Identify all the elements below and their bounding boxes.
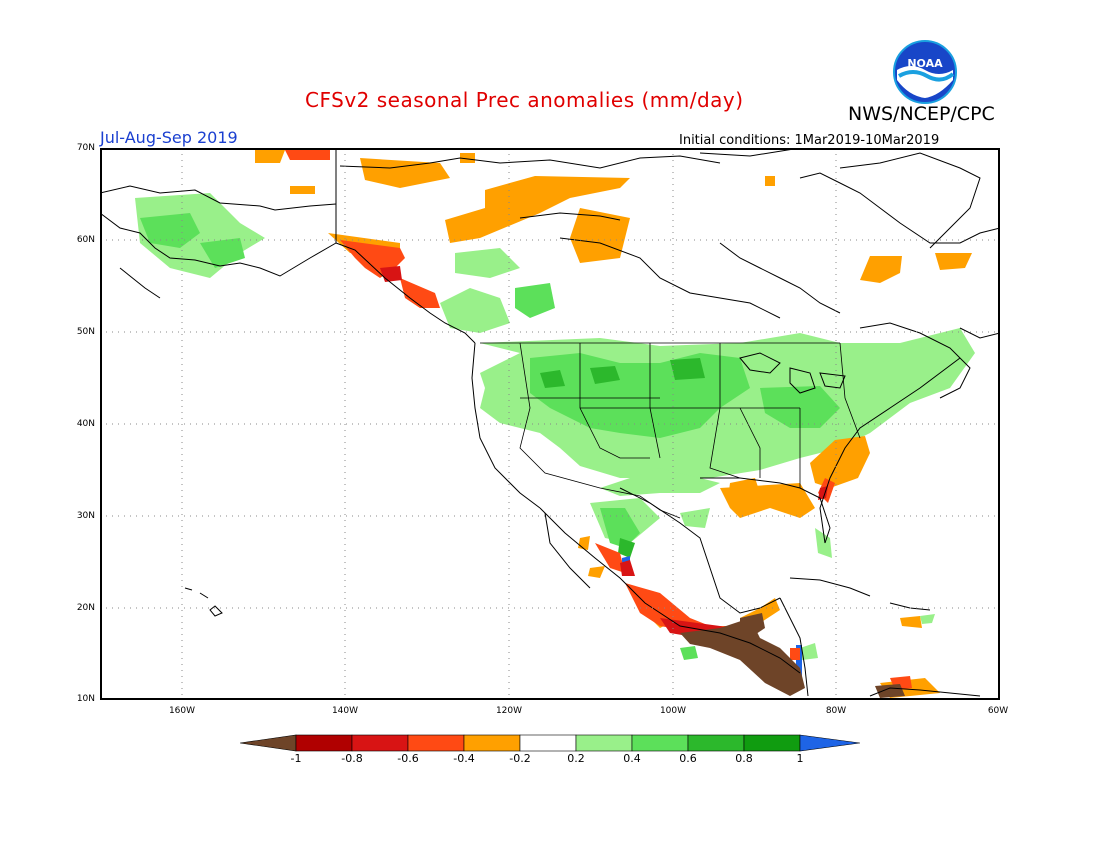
lat-label-20n: 20N bbox=[76, 603, 95, 613]
coastlines bbox=[100, 148, 1000, 697]
colorbar-bin-2 bbox=[351, 734, 409, 752]
lon-label-160w: 160W bbox=[168, 706, 196, 716]
lat-label-10n: 10N bbox=[76, 694, 95, 704]
colorbar bbox=[240, 734, 860, 752]
colorbar-bin-6 bbox=[575, 734, 633, 752]
lat-label-60n: 60N bbox=[76, 235, 95, 245]
colorbar-bin-4 bbox=[463, 734, 521, 752]
colorbar-above-max bbox=[799, 734, 860, 752]
lat-label-30n: 30N bbox=[76, 511, 95, 521]
colorbar-label: -0.6 bbox=[397, 752, 419, 765]
colorbar-bin-8 bbox=[687, 734, 745, 752]
lat-label-40n: 40N bbox=[76, 419, 95, 429]
map-frame bbox=[100, 148, 1000, 700]
anomaly-dark-green bbox=[540, 358, 705, 558]
lat-label-50n: 50N bbox=[76, 327, 95, 337]
colorbar-below-min bbox=[240, 734, 297, 752]
colorbar-label: -1 bbox=[290, 752, 302, 765]
svg-text:NOAA: NOAA bbox=[907, 57, 943, 70]
anomaly-orange bbox=[255, 150, 972, 698]
colorbar-label: 1 bbox=[796, 752, 804, 765]
colorbar-bin-9 bbox=[743, 734, 801, 752]
lon-label-60w: 60W bbox=[987, 706, 1009, 716]
political-borders bbox=[480, 342, 861, 519]
colorbar-label: 0.8 bbox=[735, 752, 753, 765]
initial-conditions: Initial conditions: 1Mar2019-10Mar2019 bbox=[679, 133, 940, 148]
map-title: CFSv2 seasonal Prec anomalies (mm/day) bbox=[305, 88, 744, 112]
lat-label-70n: 70N bbox=[76, 143, 95, 153]
colorbar-label: 0.2 bbox=[567, 752, 585, 765]
colorbar-bin-7 bbox=[631, 734, 689, 752]
lon-label-120w: 120W bbox=[495, 706, 523, 716]
lon-label-140w: 140W bbox=[331, 706, 359, 716]
colorbar-label: -0.4 bbox=[453, 752, 475, 765]
colorbar-bin-1 bbox=[295, 734, 353, 752]
noaa-logo: NOAA bbox=[893, 40, 957, 104]
colorbar-bin-3 bbox=[407, 734, 465, 752]
forecast-period: Jul-Aug-Sep 2019 bbox=[100, 128, 238, 147]
colorbar-bin-5 bbox=[519, 734, 577, 752]
anomaly-brown bbox=[680, 613, 905, 698]
lon-label-80w: 80W bbox=[825, 706, 847, 716]
colorbar-label: -0.8 bbox=[341, 752, 363, 765]
colorbar-label: 0.4 bbox=[623, 752, 641, 765]
lon-label-100w: 100W bbox=[659, 706, 687, 716]
agency-label: NWS/NCEP/CPC bbox=[848, 103, 995, 125]
colorbar-label: -0.2 bbox=[509, 752, 531, 765]
anomaly-map bbox=[100, 148, 1000, 700]
graticule bbox=[100, 148, 1000, 700]
colorbar-label: 0.6 bbox=[679, 752, 697, 765]
